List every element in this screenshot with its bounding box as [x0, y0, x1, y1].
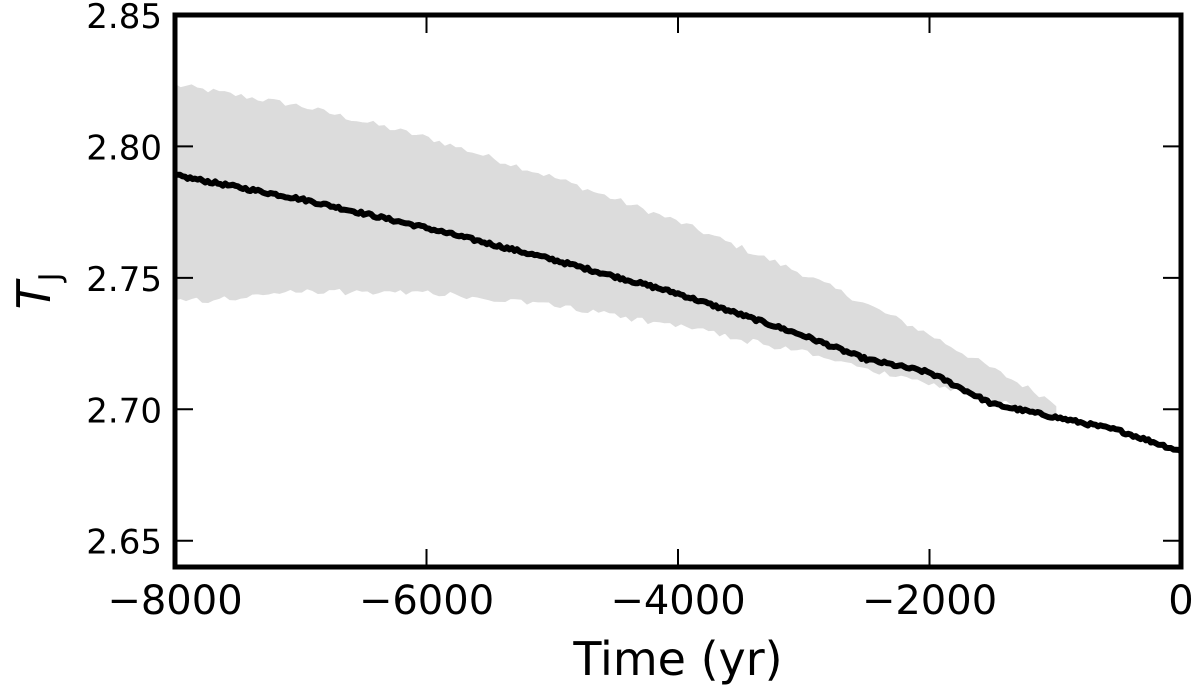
x-tick-label: −8000	[107, 578, 242, 624]
y-axis-title-subscript: J	[33, 273, 68, 284]
tick-labels: −8000 −6000 −4000 −2000 0 2.65 2.70 2.75 2.80 2.8…	[86, 0, 1193, 624]
series-lines-layer	[175, 171, 1181, 455]
y-tick-label: 2.70	[86, 391, 162, 431]
plot-frame	[172, 12, 1184, 570]
y-tick-label: 2.80	[86, 128, 162, 168]
y-axis-title-main: T	[7, 277, 61, 309]
x-tick-label: 0	[1168, 578, 1193, 624]
y-tick-label: 2.65	[86, 523, 162, 563]
x-tick-label: −4000	[610, 578, 745, 624]
x-axis-title: Time (yr)	[572, 632, 782, 686]
x-tick-label: −2000	[862, 578, 997, 624]
y-axis-title: TJ	[7, 273, 68, 310]
x-tick-label: −6000	[359, 578, 494, 624]
series-line-nominal	[175, 171, 1181, 455]
y-tick-label: 2.75	[86, 260, 162, 300]
y-tick-label: 2.85	[86, 0, 162, 37]
